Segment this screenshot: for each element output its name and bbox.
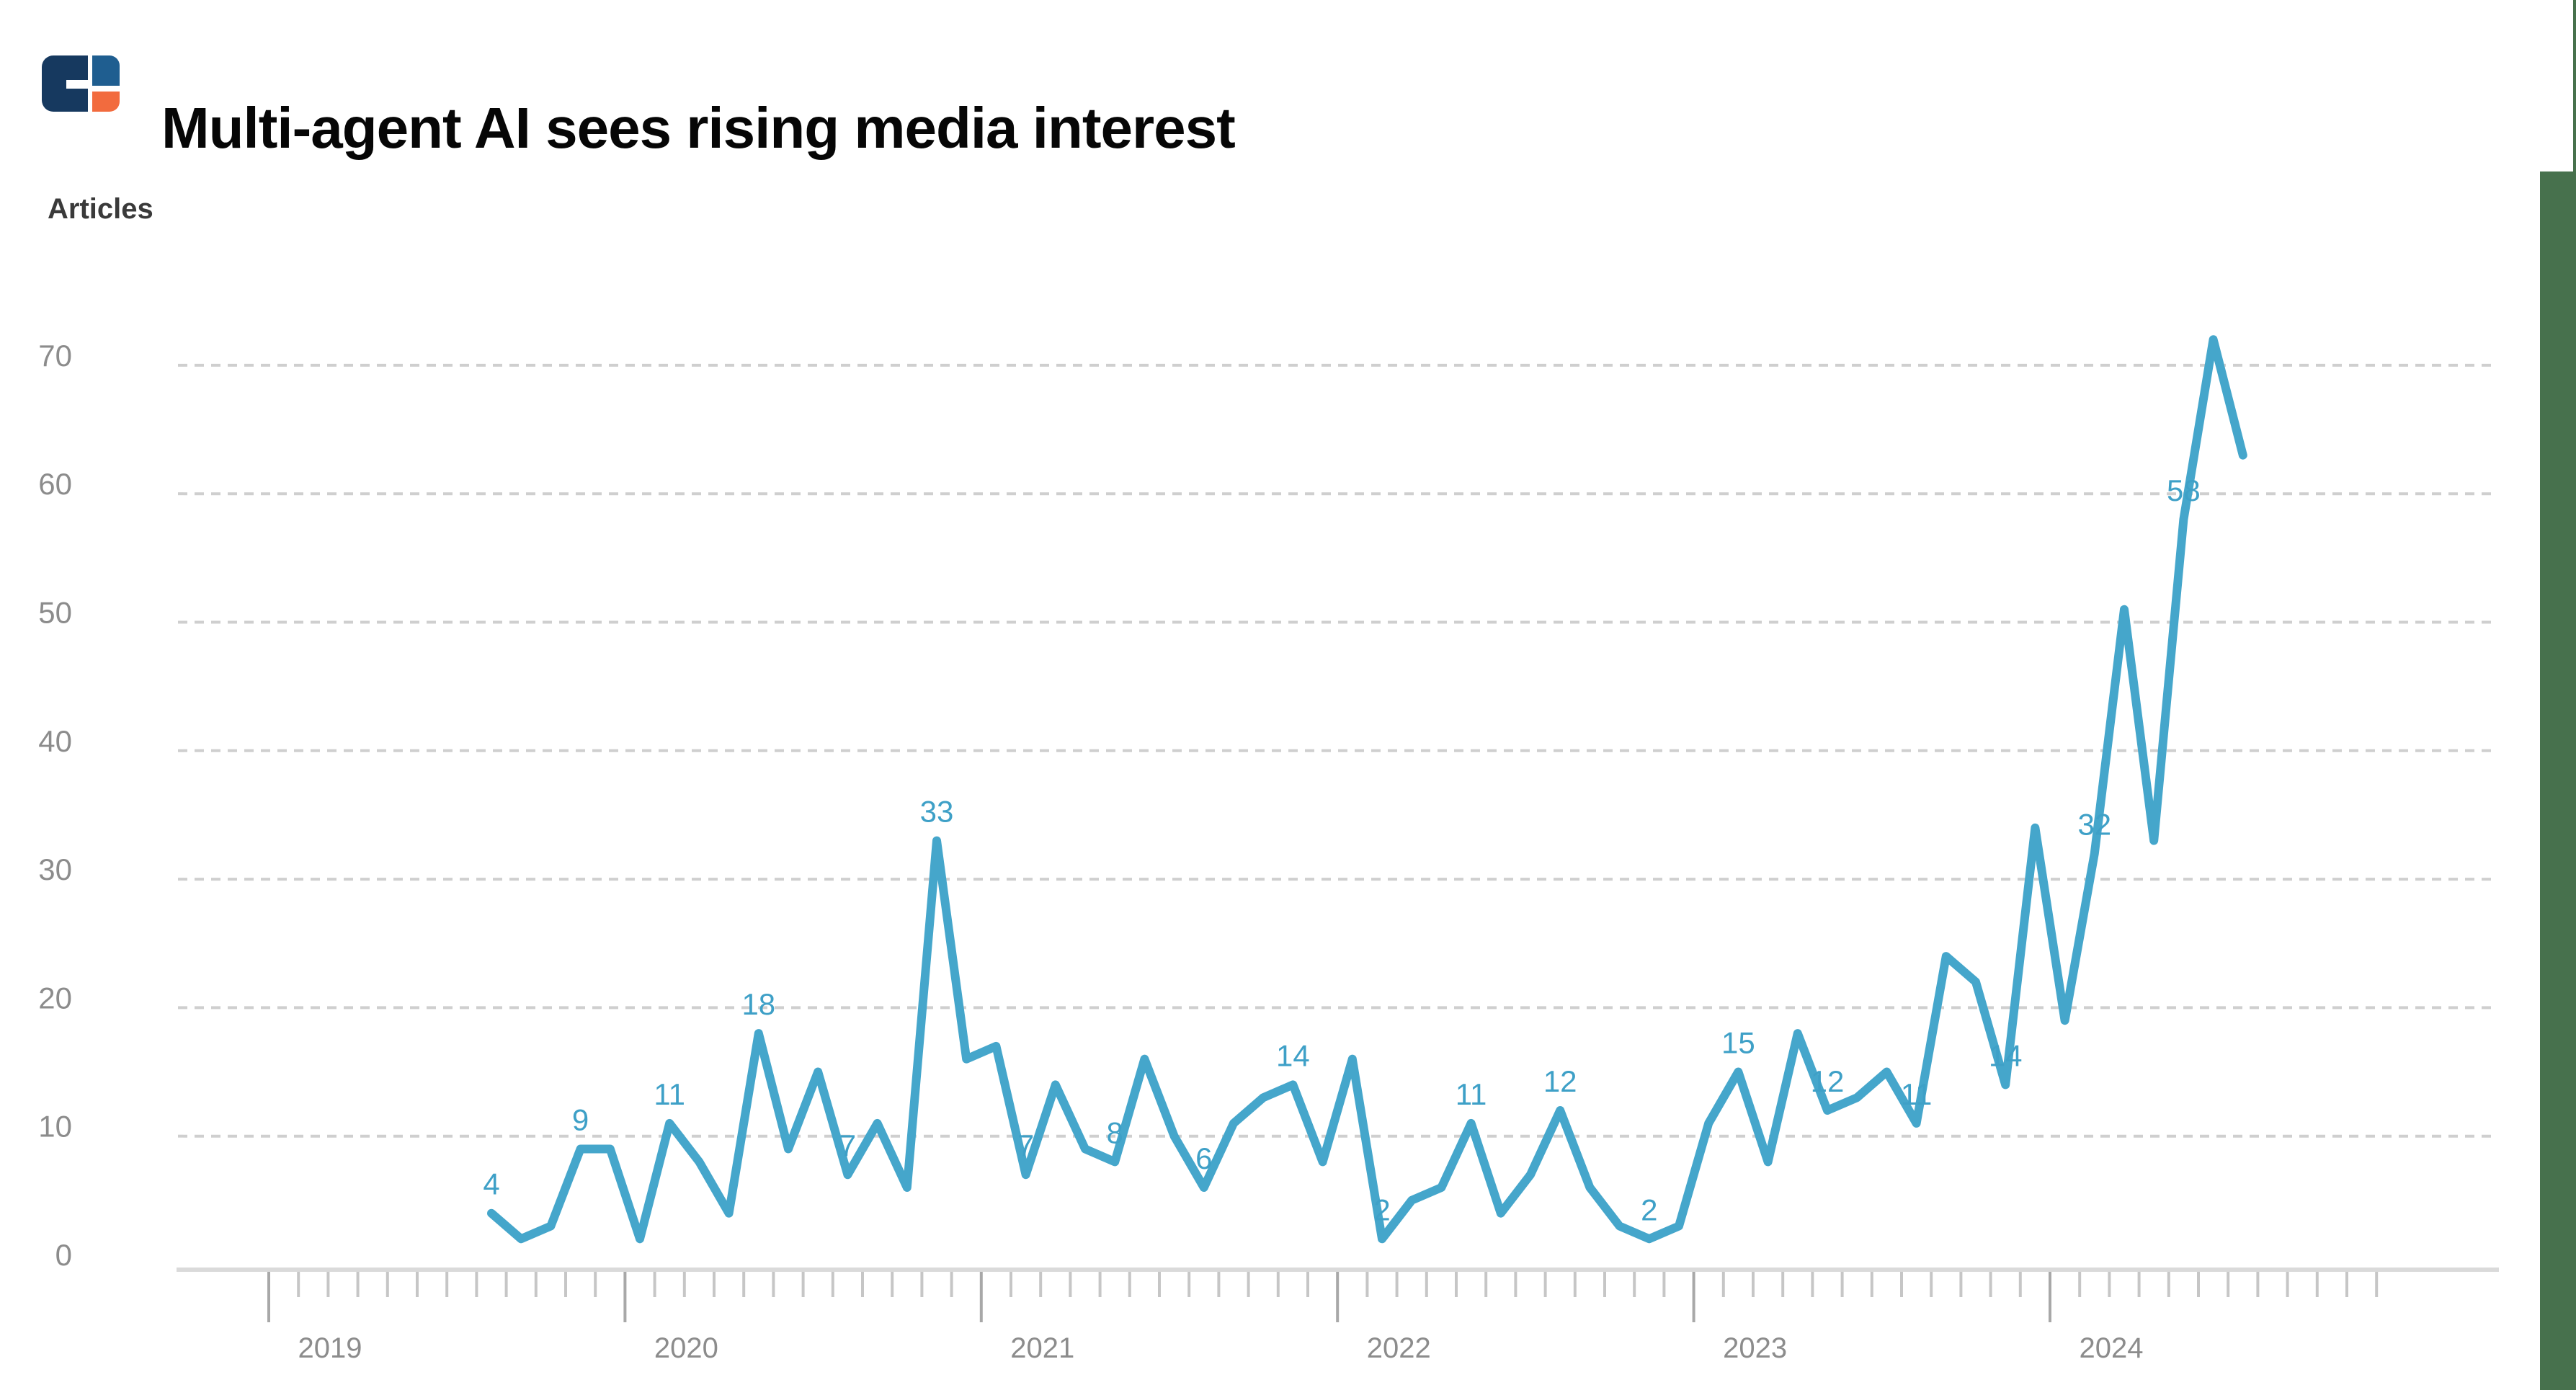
logo-notch (66, 80, 88, 89)
data-label-2022-02: 2 (1373, 1193, 1390, 1226)
data-label-2021-11: 14 (1276, 1038, 1310, 1072)
data-label-2019-08: 4 (483, 1167, 499, 1201)
year-label-2023: 2023 (1723, 1332, 1787, 1364)
y-tick-label-10: 10 (38, 1110, 72, 1144)
data-label-2024-02: 32 (2077, 807, 2111, 841)
y-tick-label-70: 70 (38, 339, 72, 373)
y-tick-label-0: 0 (55, 1238, 72, 1272)
year-label-2021: 2021 (1010, 1332, 1074, 1364)
data-label-2022-08: 12 (1543, 1064, 1577, 1098)
data-label-2024-05: 58 (2167, 473, 2201, 507)
green-side-bar (2540, 171, 2576, 1390)
year-label-2024: 2024 (2080, 1332, 2144, 1364)
data-label-2020-11: 33 (920, 795, 954, 829)
data-label-2021-05: 8 (1107, 1115, 1123, 1149)
y-tick-label-40: 40 (38, 724, 72, 758)
page-title: Multi-agent AI sees rising media interes… (161, 95, 1236, 160)
logo-orange-square (92, 92, 120, 112)
data-label-2020-05: 18 (741, 987, 775, 1021)
data-label-2019-11: 9 (572, 1103, 589, 1137)
cb-insights-logo (42, 55, 120, 112)
year-label-2020: 2020 (654, 1332, 718, 1364)
y-tick-label-60: 60 (38, 467, 72, 501)
data-label-2021-02: 7 (1017, 1128, 1034, 1162)
y-tick-label-30: 30 (38, 852, 72, 886)
y-tick-label-50: 50 (38, 596, 72, 630)
y-tick-label-20: 20 (38, 981, 72, 1015)
data-label-2021-08: 6 (1195, 1141, 1212, 1175)
data-label-2023-11: 14 (1989, 1038, 2023, 1072)
y-axis-title: Articles (48, 193, 153, 225)
logo-blue-square (92, 55, 120, 86)
articles-trend-line (487, 335, 2247, 1244)
year-label-2019: 2019 (298, 1332, 362, 1364)
data-label-2022-05: 11 (1456, 1077, 1487, 1111)
year-label-2022: 2022 (1367, 1332, 1431, 1364)
data-label-2023-08: 11 (1901, 1077, 1933, 1111)
data-label-2020-08: 7 (839, 1128, 856, 1162)
data-label-2023-02: 15 (1721, 1026, 1755, 1060)
data-label-2023-05: 12 (1811, 1064, 1845, 1098)
data-label-2020-02: 11 (654, 1077, 685, 1111)
data-label-2022-11: 2 (1641, 1193, 1657, 1226)
